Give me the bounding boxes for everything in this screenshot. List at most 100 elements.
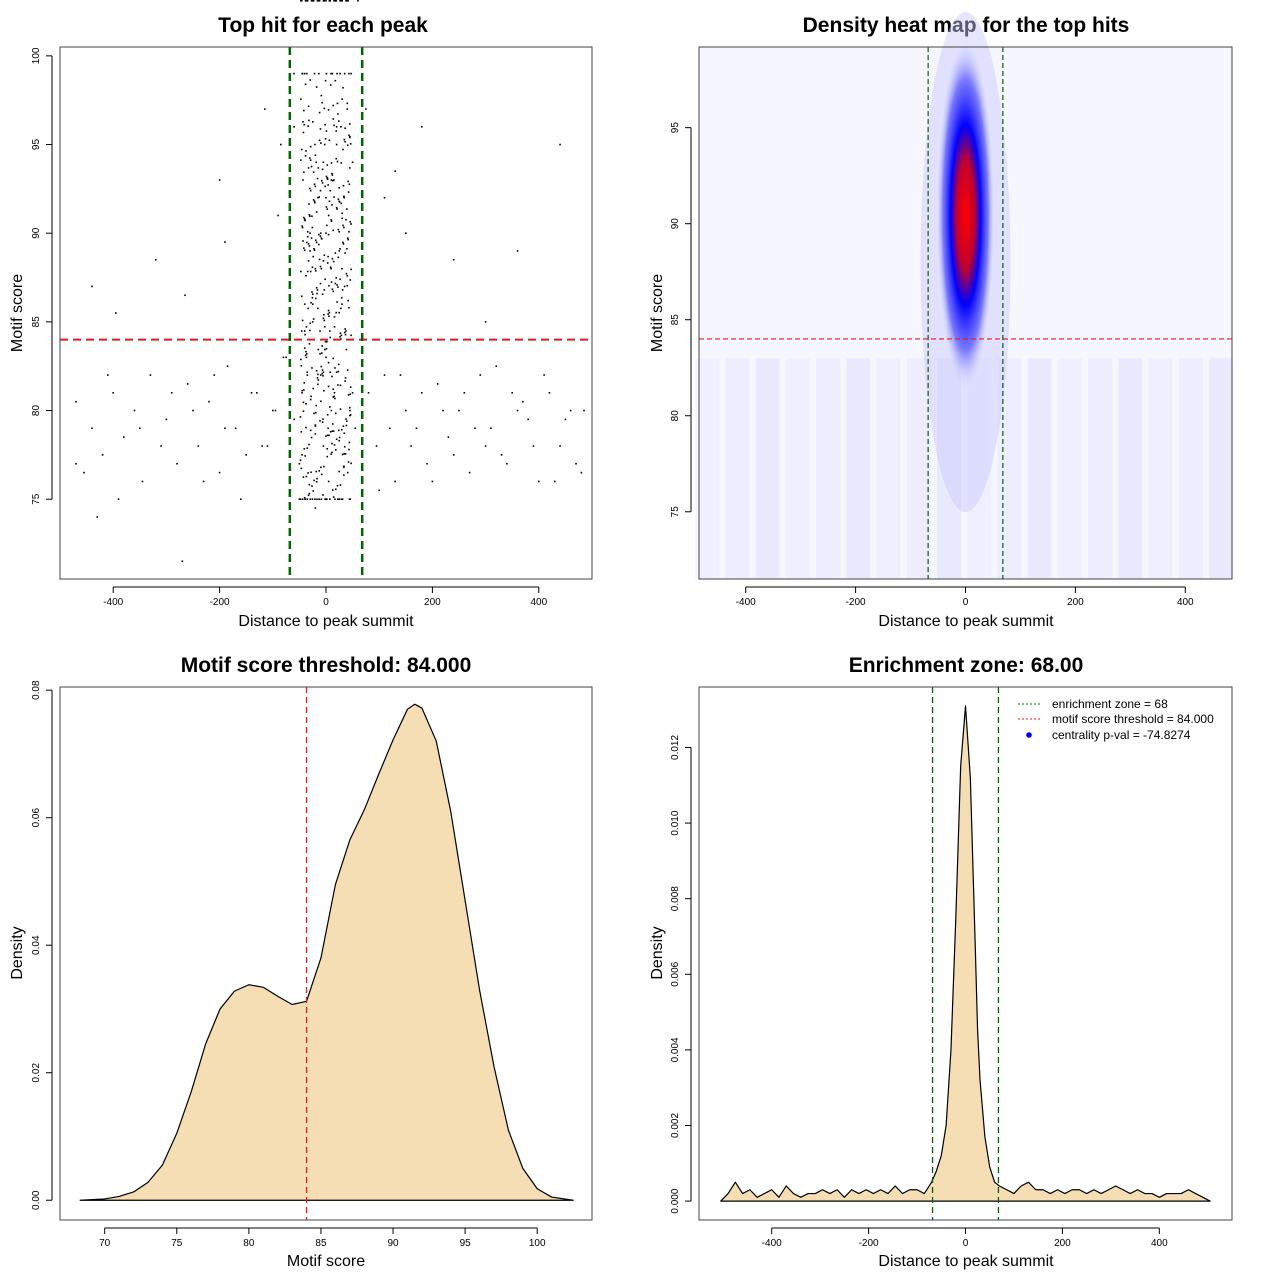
scatter-point [326,164,329,166]
scatter-point [327,361,330,364]
scatter-point [344,453,347,455]
scatter-point [349,406,351,409]
scatter-point [331,451,333,454]
scatter-point [324,278,326,281]
scatter-point [329,371,332,374]
scatter-point [315,211,318,213]
scatter-point [305,402,307,405]
scatter-point [224,427,226,430]
scatter-point [308,213,311,216]
scatter-point [340,296,343,299]
scatter-point [176,462,178,465]
scatter-point [333,179,335,181]
scatter-point [311,215,313,217]
panel3-y-tick-label: 0.02 [31,1063,42,1083]
scatter-point [323,0,326,2]
scatter-point [101,454,104,456]
scatter-point [315,481,318,483]
scatter-point [345,0,347,2]
panel1-y-tick-label: 80 [31,405,42,417]
scatter-point [313,248,315,250]
scatter-point [327,184,329,186]
scatter-point [328,0,331,2]
scatter-point [324,498,326,500]
scatter-point [330,453,332,455]
scatter-point [309,250,311,252]
scatter-point [234,427,237,430]
scatter-point [452,454,455,456]
scatter-point [314,239,317,242]
scatter-point [338,250,341,252]
scatter-point [347,180,349,183]
scatter-point [349,413,352,416]
panel4-plot-frame [698,686,1233,1221]
scatter-point [367,392,370,394]
heatmap-density-peak [935,34,996,395]
scatter-point [326,262,329,264]
scatter-point [468,471,471,474]
scatter-point [344,333,347,336]
scatter-point [321,101,323,104]
scatter-point [340,334,343,337]
panel3-y-tick-label: 0.00 [31,1190,42,1210]
scatter-point [335,143,338,146]
scatter-point [308,119,310,122]
scatter-point [306,235,309,238]
scatter-point [319,235,322,237]
scatter-point [266,445,269,447]
scatter-point [305,350,307,353]
scatter-point [334,252,337,254]
scatter-point [312,121,314,123]
scatter-point [338,439,340,442]
scatter-point [316,377,319,379]
scatter-point [312,387,315,390]
scatter-point [320,473,323,476]
panel4-y-tick-label: 0.002 [670,1113,681,1138]
scatter-point [543,374,545,376]
scatter-point [447,436,450,438]
panel2-title: Density heat map for the top hits [803,14,1130,37]
scatter-point [330,72,332,75]
scatter-point [309,145,312,148]
scatter-point [340,162,343,164]
scatter-point [335,371,338,374]
scatter-point [301,389,303,392]
scatter-point [314,297,317,300]
scatter-point [333,395,335,398]
scatter-point [343,72,346,75]
scatter-point [341,267,343,270]
scatter-point [314,425,317,427]
scatter-point [302,401,305,404]
scatter-point [310,165,313,168]
scatter-point [306,498,309,500]
scatter-point [311,367,313,369]
scatter-point [319,330,321,332]
scatter-point [307,494,310,497]
scatter-point [511,392,513,394]
panel3-title: Motif score threshold: 84.000 [181,654,472,677]
scatter-point [315,86,318,88]
scatter-point [338,230,340,233]
panel2-x-tick-label: -400 [736,597,756,608]
scatter-point [341,453,344,456]
scatter-point [346,0,348,2]
scatter-point [559,445,561,447]
heatmap-background-band [937,358,962,579]
scatter-point [303,123,306,126]
scatter-point [303,303,306,305]
scatter-point [420,126,423,128]
scatter-point [323,289,326,291]
scatter-point [306,371,309,374]
scatter-point [310,471,312,474]
scatter-point [350,72,352,75]
scatter-point [323,319,326,322]
scatter-point [328,139,331,142]
scatter-point [186,383,189,385]
scatter-point [332,496,335,498]
scatter-point [349,221,352,223]
scatter-point [313,72,316,75]
scatter-point [564,418,567,421]
scatter-point [279,143,282,146]
scatter-point [349,386,352,388]
scatter-point [300,98,302,100]
